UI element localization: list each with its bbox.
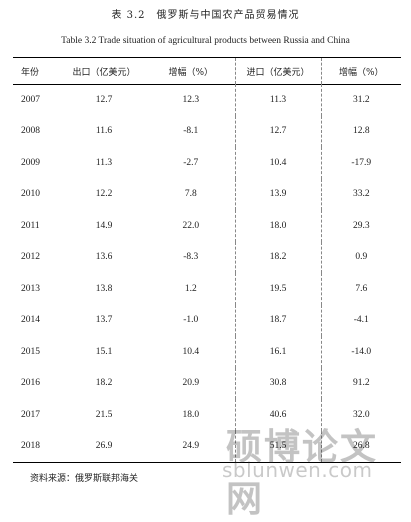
cell-export: 11.6 (95, 126, 113, 137)
cell-export: 15.1 (95, 346, 113, 357)
watermark-url: sblunwen.com (222, 458, 373, 482)
cell-import-growth: 26.8 (320, 430, 401, 462)
table-row: 2008 11.6 -8.1 12.7 12.8 (13, 115, 401, 147)
cell-export: 21.5 (95, 409, 113, 420)
cell-export: 12.2 (95, 189, 113, 200)
table-row: 2009 11.3 -2.7 10.4 -17.9 (13, 147, 401, 179)
cell-year: 2011 (21, 220, 40, 231)
header-year: 年份 (21, 67, 40, 78)
cell-import: 51.5 (234, 430, 321, 462)
cell-export: 13.6 (95, 252, 113, 263)
cell-year: 2008 (21, 126, 40, 137)
cell-import: 13.9 (234, 178, 321, 210)
cell-export-growth: 10.4 (182, 346, 200, 357)
cell-export-growth: -2.7 (183, 157, 199, 168)
table-row: 2018 26.9 24.9 51.5 26.8 (13, 430, 401, 462)
cell-import: 18.0 (234, 210, 321, 242)
table-row: 2017 21.5 18.0 40.6 32.0 (13, 399, 401, 431)
cell-import-growth: -4.1 (320, 304, 401, 336)
table-row: 2011 14.9 22.0 18.0 29.3 (13, 210, 401, 242)
cell-year: 2007 (21, 94, 40, 105)
cell-import: 40.6 (234, 399, 321, 431)
trade-table: 年份 出口（亿美元） 增幅（%） 进口（亿美元） 增幅（%） 2007 12.7 1… (13, 58, 401, 462)
cell-export-growth: 1.2 (184, 283, 197, 294)
cell-export: 13.7 (95, 315, 113, 326)
cell-import: 11.3 (234, 84, 321, 116)
table-row: 2010 12.2 7.8 13.9 33.2 (13, 178, 401, 210)
cell-export-growth: 12.3 (182, 94, 200, 105)
cell-export-growth: 7.8 (184, 189, 197, 200)
cell-export-growth: -8.1 (183, 126, 199, 137)
cell-import: 18.7 (234, 304, 321, 336)
cell-import: 19.5 (234, 273, 321, 305)
cell-import: 12.7 (234, 115, 321, 147)
cell-export: 12.7 (95, 94, 113, 105)
cell-year: 2014 (21, 315, 40, 326)
cell-import-growth: 29.3 (320, 210, 401, 242)
table-row: 2013 13.8 1.2 19.5 7.6 (13, 273, 401, 305)
header-import-growth: 增幅（%） (320, 58, 401, 84)
cell-import: 16.1 (234, 336, 321, 368)
cell-export-growth: 22.0 (182, 220, 200, 231)
cell-import: 30.8 (234, 367, 321, 399)
table-row: 2016 18.2 20.9 30.8 91.2 (13, 367, 401, 399)
cell-export: 26.9 (95, 441, 113, 452)
cell-export-growth: 20.9 (182, 378, 200, 389)
cell-export-growth: -8.3 (183, 252, 199, 263)
header-export: 出口（亿美元） (72, 67, 136, 78)
cell-import-growth: 7.6 (320, 273, 401, 305)
header-rule (13, 84, 401, 85)
cell-import: 18.2 (234, 241, 321, 273)
table-title-english: Table 3.2 Trade situation of agricultura… (61, 36, 350, 46)
cell-year: 2012 (21, 252, 40, 263)
cell-export: 18.2 (95, 378, 113, 389)
cell-import-growth: -14.0 (320, 336, 401, 368)
cell-export: 14.9 (95, 220, 113, 231)
cell-import-growth: 31.2 (320, 84, 401, 116)
cell-year: 2013 (21, 283, 40, 294)
cell-import-growth: 32.0 (320, 399, 401, 431)
table-title-chinese: 表 3.2 俄罗斯与中国农产品贸易情况 (111, 10, 300, 21)
source-note: 资料来源：俄罗斯联邦海关 (30, 474, 139, 484)
header-import: 进口（亿美元） (234, 58, 321, 84)
cell-export: 13.8 (95, 283, 113, 294)
table-row: 2014 13.7 -1.0 18.7 -4.1 (13, 304, 401, 336)
cell-year: 2010 (21, 189, 40, 200)
cell-import-growth: 33.2 (320, 178, 401, 210)
cell-import-growth: 12.8 (320, 115, 401, 147)
cell-export-growth: -1.0 (183, 315, 199, 326)
cell-export-growth: 24.9 (182, 441, 200, 452)
table-row: 2007 12.7 12.3 11.3 31.2 (13, 84, 401, 116)
cell-import: 10.4 (234, 147, 321, 179)
cell-year: 2009 (21, 157, 40, 168)
cell-export-growth: 18.0 (182, 409, 200, 420)
cell-import-growth: -17.9 (320, 147, 401, 179)
bottom-rule (13, 462, 401, 464)
cell-year: 2018 (21, 441, 40, 452)
cell-year: 2016 (21, 378, 40, 389)
table-row: 2015 15.1 10.4 16.1 -14.0 (13, 336, 401, 368)
cell-year: 2017 (21, 409, 40, 420)
cell-import-growth: 0.9 (320, 241, 401, 273)
cell-year: 2015 (21, 346, 40, 357)
header-row: 年份 出口（亿美元） 增幅（%） 进口（亿美元） 增幅（%） (13, 58, 401, 84)
top-rule (13, 57, 401, 59)
cell-import-growth: 91.2 (320, 367, 401, 399)
table-row: 2012 13.6 -8.3 18.2 0.9 (13, 241, 401, 273)
cell-export: 11.3 (95, 157, 113, 168)
header-export-growth: 增幅（%） (168, 67, 214, 78)
